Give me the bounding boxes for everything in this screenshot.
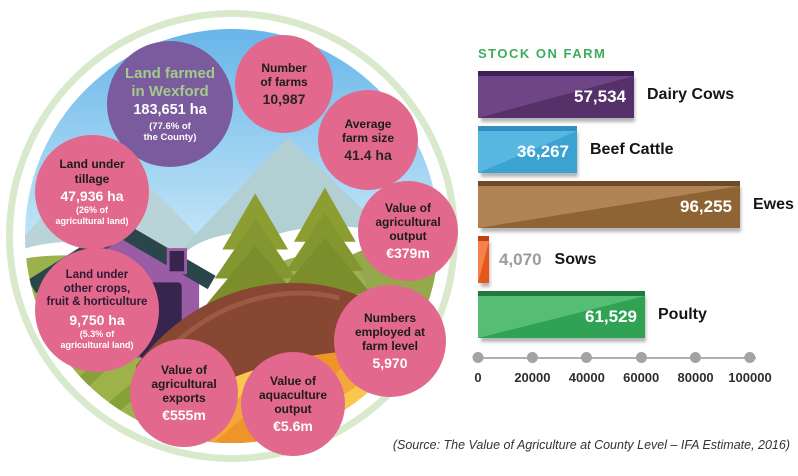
bubble-note: (77.6% of the County) [143,120,197,143]
bar-row-poulty: 61,529 Poulty [478,291,792,338]
bar-label: Sows [554,250,597,268]
bar-row-sows: 4,070 Sows [478,236,792,283]
bubble-value: €5.6m [273,417,313,434]
bar-label: Beef Cattle [590,140,674,158]
bubble-title: Numbers employed at farm level [354,310,426,353]
bar-label: Poulty [658,305,707,323]
axis-tick-dot-icon [472,352,484,363]
bubble-note: (5.3% of agricultural land) [60,329,134,351]
bar-sows [478,236,489,283]
bubble-value-ag-exports: Value of agricultural exports €555m [130,339,238,447]
bubble-title: Number of farms [260,60,308,89]
bar-value: 96,255 [680,197,732,216]
bubble-value: €555m [162,406,206,423]
bar-poulty: 61,529 [478,291,645,338]
bubble-value: 47,936 ha [60,187,124,204]
bubble-average-farm-size: Average farm size 41.4 ha [318,90,418,190]
axis-tick-dot-icon [744,352,756,363]
axis-tick-dot-icon [526,352,538,363]
axis-tick-dot-icon [690,352,702,363]
x-axis-tick: 100000 [728,352,772,385]
bar-dairy-cows: 57,534 [478,71,634,118]
bar-label: Dairy Cows [647,85,735,103]
bubble-land-under-tillage: Land under tillage 47,936 ha (26% of agr… [35,135,149,249]
bar-value: 4,070 [499,249,542,269]
x-axis-tick: 80000 [678,352,714,385]
bubble-value: €379m [386,244,430,261]
bubble-land-other-crops: Land under other crops, fruit & horticul… [35,248,159,372]
x-axis-label: 40000 [568,370,605,385]
bubble-value-aquaculture: Value of aquaculture output €5.6m [241,352,345,456]
bar-value: 36,267 [517,142,569,161]
bar-label: Ewes [753,195,794,213]
x-axis-tick: 0 [472,352,484,385]
bar-row-dairy-cows: 57,534 Dairy Cows [478,71,792,118]
x-axis-label: 20000 [514,370,551,385]
axis-tick-dot-icon [581,352,593,363]
x-axis-tick: 20000 [514,352,550,385]
bubble-title: Land farmed in Wexford [124,65,215,100]
bubble-land-farmed: Land farmed in Wexford 183,651 ha (77.6%… [107,41,233,167]
bubble-value: 183,651 ha [133,102,207,119]
bubble-title: Average farm size [341,116,395,145]
bubble-value: 10,987 [262,90,306,107]
x-axis-tick: 60000 [623,352,659,385]
bubble-title: Value of agricultural exports [151,362,217,405]
x-axis-label: 80000 [677,370,714,385]
bubble-title: Land under tillage [59,157,125,186]
bubble-value: 9,750 ha [69,311,125,328]
source-note: (Source: The Value of Agriculture at Cou… [392,438,790,452]
x-axis-label: 0 [474,370,482,385]
bar-ewes: 96,255 [478,181,740,228]
axis-tick-dot-icon [635,352,647,363]
stock-on-farm-chart: STOCK ON FARM 57,534 Dairy Cows 36,267 B… [472,46,794,385]
bubble-value-ag-output: Value of agricultural output €379m [358,181,458,281]
bubble-title: Value of agricultural output [375,200,441,243]
x-axis-tick: 40000 [569,352,605,385]
bubble-numbers-employed: Numbers employed at farm level 5,970 [334,285,446,397]
bubble-value: 5,970 [372,354,408,371]
bubble-title: Value of aquaculture output [258,373,327,416]
x-axis-label: 100000 [728,370,772,385]
chart-title: STOCK ON FARM [478,46,607,61]
x-axis-label: 60000 [623,370,660,385]
bar-value: 61,529 [585,307,637,326]
bubble-title: Land under other crops, fruit & horticul… [46,269,148,309]
bubble-note: (26% of agricultural land) [55,205,129,226]
bar-beef-cattle: 36,267 [478,126,577,173]
bubble-value: 41.4 ha [344,146,392,163]
bar-value: 57,534 [574,87,626,106]
bar-row-beef-cattle: 36,267 Beef Cattle [478,126,792,173]
bubble-number-of-farms: Number of farms 10,987 [235,35,333,133]
bar-row-ewes: 96,255 Ewes [478,181,794,228]
x-axis-line [478,357,756,359]
